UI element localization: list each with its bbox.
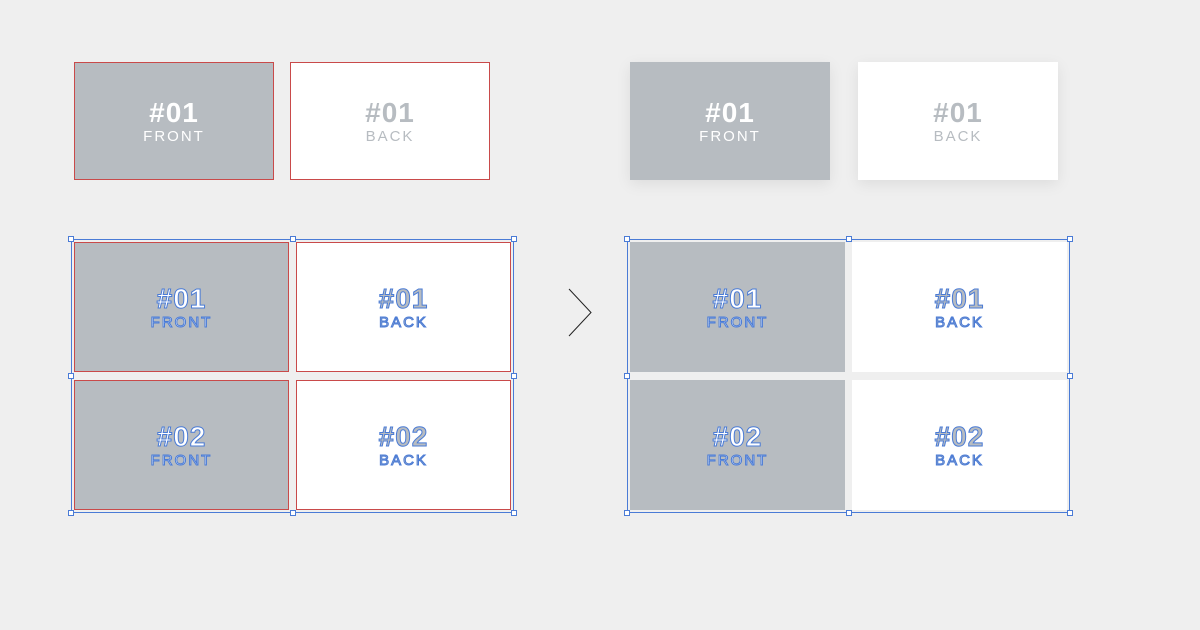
selection-handle: [68, 373, 74, 379]
card-side-label: FRONT: [151, 453, 213, 468]
card-side-label: FRONT: [151, 315, 213, 330]
card-side-label: BACK: [935, 315, 984, 330]
selection-handle: [290, 510, 296, 516]
selection-handle: [624, 236, 630, 242]
selection-handle: [68, 510, 74, 516]
selection-handle: [68, 236, 74, 242]
selection-handle: [290, 236, 296, 242]
card-number: #02: [157, 423, 207, 451]
card-side-label: BACK: [379, 315, 428, 330]
card-number: #02: [935, 423, 985, 451]
card-number: #02: [713, 423, 763, 451]
selection-handle: [1067, 510, 1073, 516]
card-side-label: BACK: [366, 129, 415, 144]
selection-handle: [1067, 236, 1073, 242]
selection-handle: [511, 510, 517, 516]
card-bl-02-back: #02 BACK: [296, 380, 511, 510]
card-number: #02: [379, 423, 429, 451]
selection-handle: [511, 236, 517, 242]
card-side-label: BACK: [934, 129, 983, 144]
card-bl-02-front: #02 FRONT: [74, 380, 289, 510]
card-br-02-back: #02 BACK: [852, 380, 1067, 510]
card-tr-front: #01 FRONT: [630, 62, 830, 180]
card-tr-back: #01 BACK: [858, 62, 1058, 180]
selection-handle: [846, 510, 852, 516]
selection-handle: [511, 373, 517, 379]
card-side-label: FRONT: [143, 129, 205, 144]
card-br-02-front: #02 FRONT: [630, 380, 845, 510]
card-number: #01: [935, 285, 985, 313]
card-side-label: FRONT: [699, 129, 761, 144]
card-number: #01: [157, 285, 207, 313]
card-tl-front: #01 FRONT: [74, 62, 274, 180]
card-number: #01: [149, 99, 199, 127]
selection-handle: [624, 373, 630, 379]
chevron-right-icon: [565, 285, 595, 340]
card-number: #01: [705, 99, 755, 127]
selection-handle: [846, 236, 852, 242]
selection-handle: [1067, 373, 1073, 379]
card-side-label: BACK: [935, 453, 984, 468]
card-number: #01: [379, 285, 429, 313]
card-number: #01: [365, 99, 415, 127]
selection-handle: [624, 510, 630, 516]
card-number: #01: [933, 99, 983, 127]
card-bl-01-front: #01 FRONT: [74, 242, 289, 372]
card-side-label: FRONT: [707, 315, 769, 330]
card-side-label: FRONT: [707, 453, 769, 468]
card-br-01-back: #01 BACK: [852, 242, 1067, 372]
card-bl-01-back: #01 BACK: [296, 242, 511, 372]
card-number: #01: [713, 285, 763, 313]
card-side-label: BACK: [379, 453, 428, 468]
card-tl-back: #01 BACK: [290, 62, 490, 180]
card-br-01-front: #01 FRONT: [630, 242, 845, 372]
